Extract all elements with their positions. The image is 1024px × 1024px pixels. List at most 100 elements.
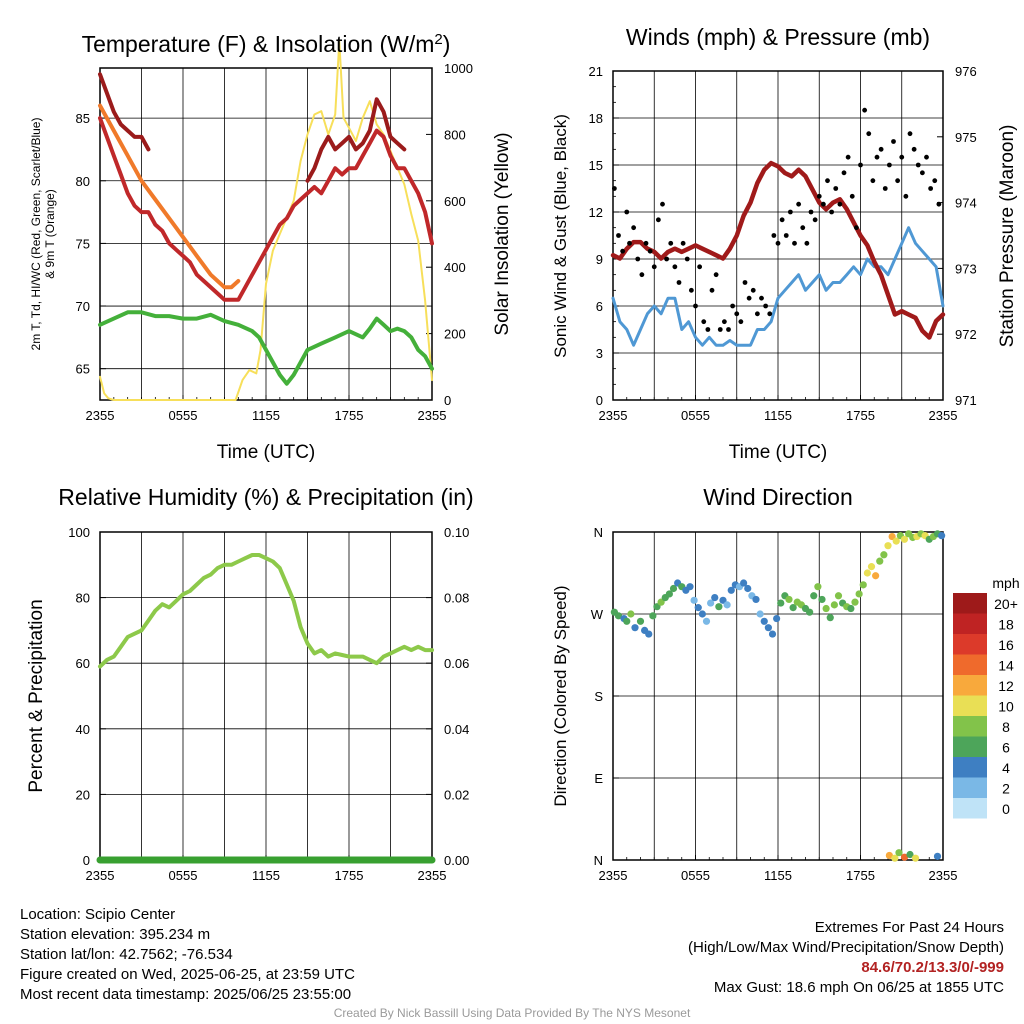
direction-point (723, 601, 731, 609)
y-tick-label: 75 (76, 236, 90, 251)
gust-point (730, 303, 736, 309)
x-tick-label: 1155 (252, 408, 280, 423)
pressure-axis-label: Station Pressure (Maroon) (997, 125, 1018, 348)
winds-ylabel: Sonic Wind & Gust (Blue, Black) (551, 114, 570, 358)
y-tick-label: 15 (589, 158, 603, 173)
gust-point (779, 217, 785, 223)
direction-point (892, 537, 900, 545)
winds-title: Winds (mph) & Pressure (mb) (626, 24, 930, 50)
x-tick-label: 2355 (418, 408, 447, 423)
y-tick-label: N (594, 853, 603, 868)
gust-point (611, 186, 617, 191)
gust-point (932, 178, 938, 184)
gust-point (754, 311, 760, 317)
y-tick-label: 0 (596, 393, 603, 408)
gust-point (849, 193, 855, 199)
gust-point (792, 240, 797, 246)
x-tick-label: 0555 (169, 408, 198, 423)
x-tick-label: 2355 (418, 868, 447, 883)
legend-swatch (953, 593, 987, 614)
gust-point (841, 170, 847, 176)
gust-point (721, 319, 727, 325)
legend-label: 10 (998, 699, 1014, 715)
y2-tick-label: 973 (955, 261, 977, 276)
y2-tick-label: 975 (955, 130, 977, 145)
gust-point (738, 319, 744, 325)
x-tick-label: 2355 (929, 868, 958, 883)
y-tick-label: E (594, 771, 603, 786)
x-tick-label: 2355 (86, 408, 115, 423)
gust-point (697, 264, 703, 270)
credit-line: Created By Nick Bassill Using Data Provi… (333, 1006, 691, 1020)
y-tick-label: 85 (76, 111, 90, 126)
gust-point (767, 311, 773, 317)
direction-point (645, 630, 653, 638)
gust-point (907, 131, 913, 137)
gust-point (651, 264, 657, 270)
extremes-values: 84.6/70.2/13.3/0/-999 (861, 959, 1004, 976)
gust-point (750, 287, 756, 293)
direction-point (756, 610, 764, 618)
legend-label: 16 (998, 637, 1014, 653)
y-tick-label: 0 (83, 853, 90, 868)
direction-point (880, 551, 888, 559)
temperature-line (98, 310, 434, 386)
direction-point (884, 542, 892, 550)
gust-point (936, 201, 942, 207)
temperature-xlabel: Time (UTC) (217, 442, 316, 463)
temperature-line (305, 97, 407, 183)
direction-point (752, 595, 760, 604)
gust-point (816, 193, 822, 199)
legend-label: 0 (1002, 801, 1010, 817)
gust-point (820, 201, 826, 207)
direction-point (702, 617, 711, 625)
direction-point (872, 572, 880, 580)
y2-tick-label: 0.04 (444, 722, 469, 737)
gust-point (688, 287, 694, 293)
direction-point (653, 603, 661, 611)
temperature-line (98, 103, 241, 290)
y2-tick-label: 971 (955, 393, 977, 408)
y2-tick-label: 800 (444, 127, 466, 142)
direction-point (933, 852, 942, 860)
legend-swatch (953, 675, 987, 696)
direction-point (707, 599, 715, 607)
direction-point (863, 569, 871, 577)
direction-point (855, 590, 863, 598)
y-tick-label: 100 (68, 525, 90, 540)
direction-point (806, 608, 814, 616)
direction-point (822, 604, 830, 613)
direction-point (895, 849, 903, 857)
y-tick-label: W (591, 607, 604, 622)
gust-point (734, 311, 740, 317)
direction-point (891, 854, 899, 862)
y-tick-label: N (594, 525, 603, 540)
y-tick-label: 60 (76, 656, 90, 671)
gust-point (808, 209, 814, 215)
gust-point (647, 248, 653, 254)
direction-point (888, 532, 896, 541)
gust-point (701, 319, 707, 325)
humidity-line (98, 553, 434, 669)
direction-point (627, 610, 635, 618)
direction-point (773, 614, 781, 623)
gust-point (837, 201, 843, 207)
gust-point (866, 131, 872, 137)
legend-label: 8 (1002, 719, 1010, 735)
gust-point (787, 209, 793, 215)
direction-point (885, 851, 893, 860)
direction-point (851, 598, 859, 606)
y-tick-label: 80 (76, 591, 90, 606)
pressure-line (610, 160, 946, 340)
gust-point (919, 170, 925, 176)
gust-point (684, 256, 690, 262)
gust-point (742, 280, 748, 285)
temperature-ylabel-2: & 9m T (Orange) (43, 189, 57, 279)
gust-point (726, 327, 731, 332)
y-tick-label: 40 (76, 722, 90, 737)
temperature-line (98, 116, 434, 302)
y-tick-label: 65 (76, 362, 90, 377)
direction-point (764, 624, 772, 632)
